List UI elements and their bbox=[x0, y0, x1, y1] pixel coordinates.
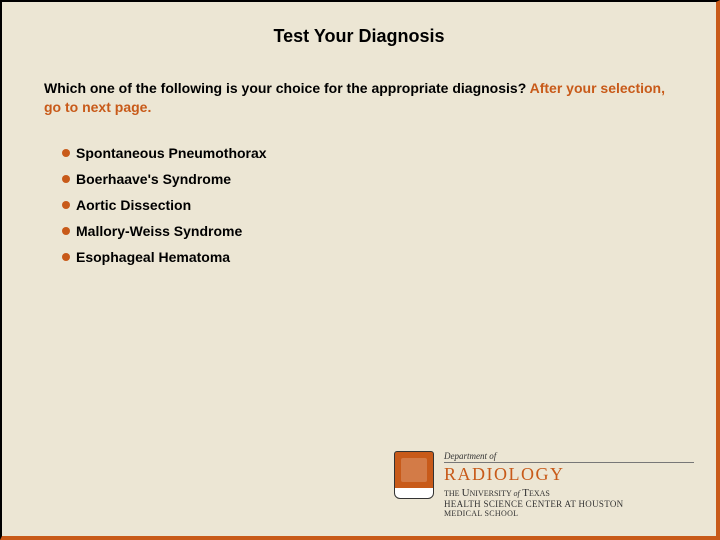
option-item[interactable]: Aortic Dissection bbox=[62, 197, 716, 213]
options-list: Spontaneous Pneumothorax Boerhaave's Syn… bbox=[62, 145, 716, 265]
health-center-line: HEALTH SCIENCE CENTER AT HOUSTON bbox=[444, 499, 694, 509]
department-prefix: Department of bbox=[444, 451, 694, 463]
slide-title: Test Your Diagnosis bbox=[2, 26, 716, 47]
option-item[interactable]: Esophageal Hematoma bbox=[62, 249, 716, 265]
slide-container: Test Your Diagnosis Which one of the fol… bbox=[0, 0, 720, 540]
footer-logo: Department of RADIOLOGY THE UNIVERSITY o… bbox=[394, 451, 694, 518]
shield-icon bbox=[394, 451, 434, 499]
univ-t: T bbox=[520, 487, 529, 499]
univ-exas: EXAS bbox=[529, 489, 550, 498]
univ-u: U bbox=[462, 487, 470, 499]
univ-rest: NIVERSITY bbox=[470, 489, 514, 498]
option-item[interactable]: Spontaneous Pneumothorax bbox=[62, 145, 716, 161]
university-line: THE UNIVERSITY of TEXAS bbox=[444, 487, 694, 499]
question-prompt: Which one of the following is your choic… bbox=[44, 80, 530, 96]
question-text: Which one of the following is your choic… bbox=[44, 79, 674, 117]
option-item[interactable]: Mallory-Weiss Syndrome bbox=[62, 223, 716, 239]
logo-text-block: Department of RADIOLOGY THE UNIVERSITY o… bbox=[444, 451, 694, 518]
option-item[interactable]: Boerhaave's Syndrome bbox=[62, 171, 716, 187]
univ-the: THE bbox=[444, 489, 462, 498]
school-line: MEDICAL SCHOOL bbox=[444, 509, 694, 518]
department-name: RADIOLOGY bbox=[444, 464, 694, 485]
